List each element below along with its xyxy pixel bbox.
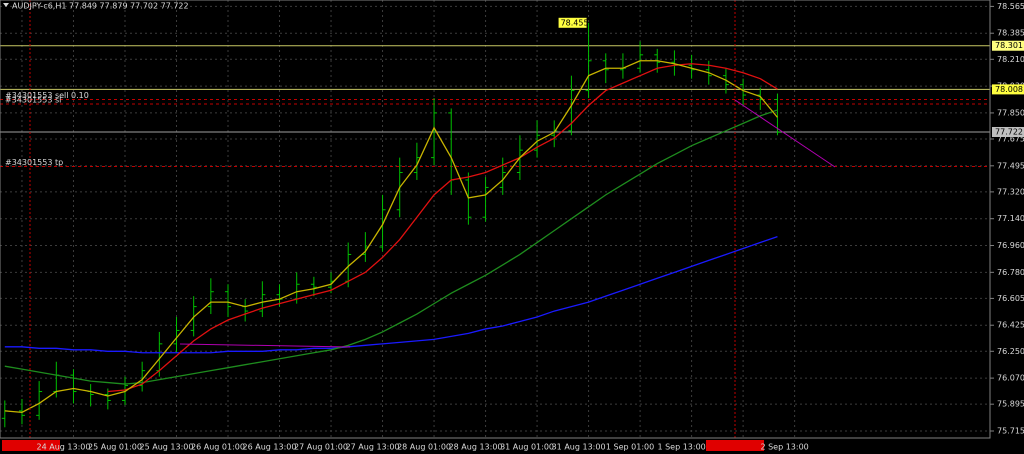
- price-label-box: [558, 17, 587, 28]
- moving-average: [107, 63, 778, 393]
- x-tick-label: 28 Aug 13:00: [449, 443, 503, 452]
- x-tick-label: 26 Aug 13:00: [243, 443, 297, 452]
- x-tick-label: 24 Aug 13:00: [37, 443, 91, 452]
- y-tick-label: 77.320: [997, 187, 1024, 196]
- chart-title: AUDJPY-c6,H1 77.849 77.879 77.702 77.722: [12, 2, 189, 11]
- trend-line: [734, 99, 836, 168]
- y-tick-label: 76.780: [997, 268, 1024, 277]
- y-tick-label: 75.895: [997, 400, 1024, 409]
- y-tick-label: 77.850: [997, 108, 1024, 117]
- x-tick-label: 26 Aug 01:00: [191, 443, 245, 452]
- y-tick-label: 76.960: [997, 241, 1024, 250]
- x-tick-label: 25 Aug 01:00: [88, 443, 142, 452]
- y-tick-label: 76.070: [997, 374, 1024, 383]
- moving-average: [4, 60, 778, 414]
- level-label: 78.008: [995, 85, 1023, 94]
- grid: [0, 0, 990, 438]
- y-tick-label: 77.675: [997, 134, 1024, 143]
- x-tick-label: 1 Sep 13:00: [657, 443, 705, 452]
- y-tick-label: 78.565: [997, 2, 1024, 11]
- x-tick-label: 27 Aug 01:00: [294, 443, 348, 452]
- menu-triangle[interactable]: [3, 3, 9, 7]
- level-label: 77.722: [995, 127, 1023, 136]
- x-tick-label: 27 Aug 13:00: [346, 443, 400, 452]
- y-tick-label: 77.495: [997, 161, 1024, 170]
- cursor-box: [706, 440, 764, 451]
- cursor-box: [2, 440, 60, 451]
- level-box: [992, 126, 1024, 137]
- x-tick-label: 31 Aug 13:00: [552, 443, 606, 452]
- y-tick-label: 76.250: [997, 347, 1024, 356]
- y-tick-label: 76.425: [997, 321, 1024, 330]
- x-tick-label: 1 Sep 01:00: [606, 443, 654, 452]
- level-label: 78.301: [995, 41, 1023, 50]
- x-tick-label: 28 Aug 01:00: [397, 443, 451, 452]
- plot: [1, 22, 781, 428]
- y-tick-label: 76.605: [997, 294, 1024, 303]
- y-tick-label: 75.715: [997, 426, 1024, 435]
- y-tick-label: 77.140: [997, 214, 1024, 223]
- level-box: [992, 40, 1024, 51]
- price-label: 78.455: [561, 18, 589, 27]
- level-box: [992, 84, 1024, 95]
- y-tick-label: 78.210: [997, 55, 1024, 64]
- moving-average: [4, 235, 778, 354]
- x-tick-label: 25 Aug 13:00: [140, 443, 194, 452]
- order-label: #34301553 sell 0.10: [5, 91, 89, 100]
- moving-average: [4, 109, 778, 385]
- y-tick-label: 78.385: [997, 29, 1024, 38]
- x-tick-label: 31 Aug 01:00: [500, 443, 554, 452]
- trend-line: [179, 343, 351, 348]
- order-label: #34301553 sl: [5, 95, 61, 104]
- x-tick-label: 2 Sep 13:00: [760, 443, 808, 452]
- order-label: #34301553 tp: [5, 158, 63, 167]
